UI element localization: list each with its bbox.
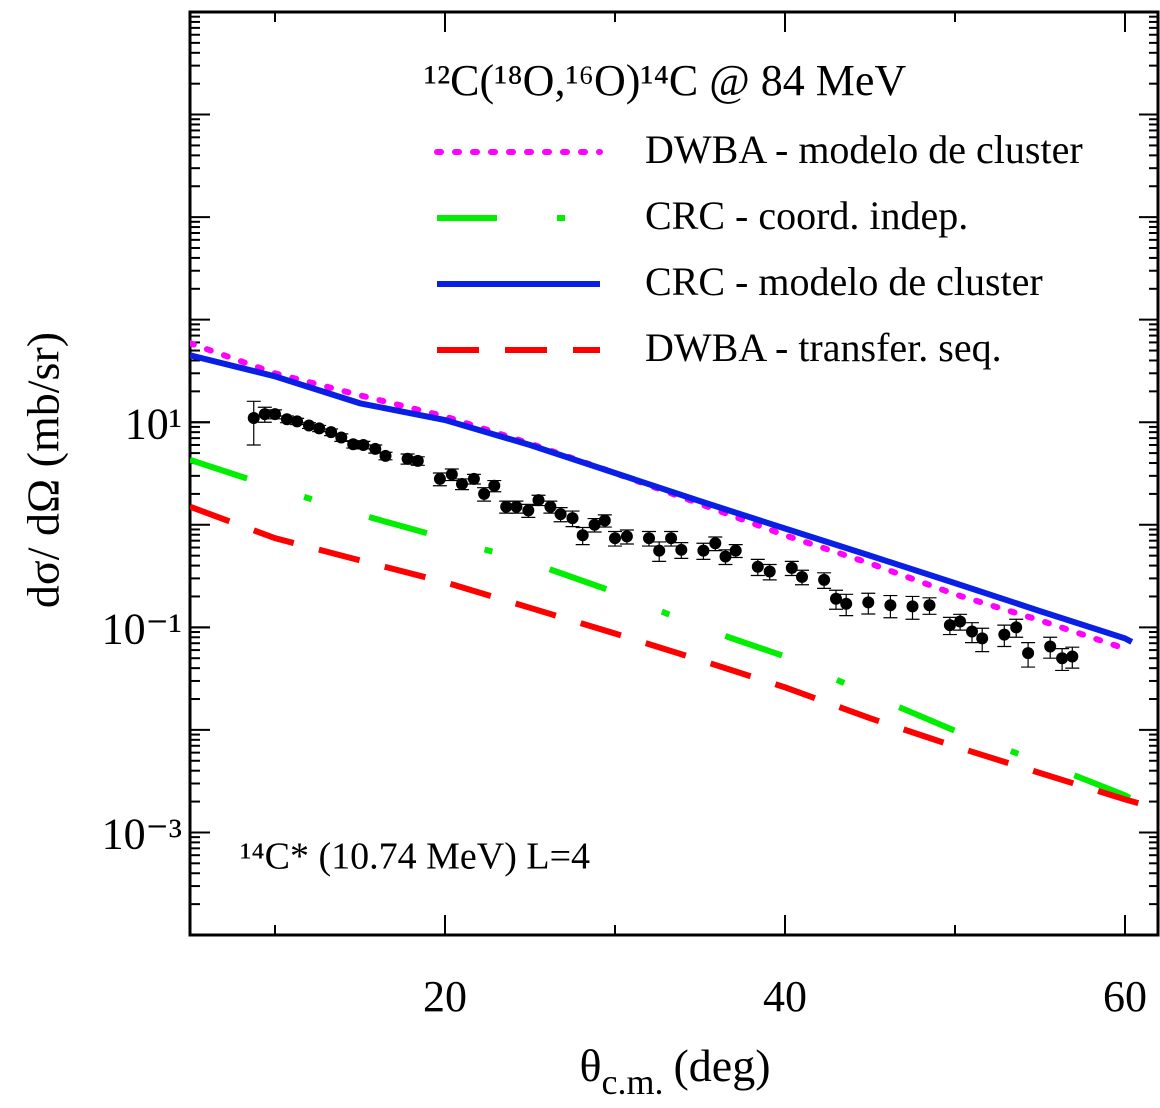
- x-tick-label: 60: [1103, 972, 1147, 1021]
- x-axis-label: θc.m. (deg): [579, 1040, 770, 1103]
- data-point: [379, 449, 392, 462]
- data-point: [620, 530, 633, 543]
- legend-label: CRC - coord. indep.: [645, 193, 968, 238]
- data-point: [643, 532, 655, 545]
- legend-label: CRC - modelo de cluster: [645, 259, 1043, 304]
- legend-label: DWBA - transfer. seq.: [645, 325, 1002, 370]
- data-point: [709, 537, 722, 550]
- data-point: [862, 596, 875, 609]
- plot-frame: [188, 10, 1160, 937]
- data-point: [906, 600, 919, 613]
- data-point: [943, 619, 956, 632]
- data-point: [532, 494, 545, 507]
- data-point: [488, 479, 501, 492]
- data-point: [445, 468, 458, 481]
- data-point: [653, 544, 666, 557]
- data-point: [456, 477, 468, 490]
- data-point: [998, 628, 1011, 641]
- data-point: [554, 508, 567, 521]
- data-point: [467, 472, 480, 485]
- data-point: [796, 570, 808, 583]
- data-point: [303, 419, 315, 432]
- data-point: [884, 599, 897, 612]
- data-point: [522, 504, 535, 517]
- data-point: [500, 500, 513, 513]
- data-point: [576, 529, 589, 542]
- data-point: [313, 422, 326, 435]
- x-tick-label: 20: [423, 972, 467, 1021]
- annotation: ¹⁴C* (10.74 MeV) L=4: [240, 836, 590, 878]
- data-point: [347, 438, 360, 451]
- data-point: [1066, 650, 1079, 663]
- plot-clip-group: [190, 340, 1160, 818]
- data-point: [675, 543, 688, 556]
- data-point: [818, 573, 831, 586]
- data-point: [566, 512, 579, 525]
- data-point: [751, 560, 764, 573]
- data-point: [369, 442, 382, 455]
- data-point: [1044, 640, 1057, 653]
- data-point: [729, 544, 742, 557]
- series-line: [190, 352, 1134, 645]
- data-point: [325, 426, 338, 439]
- data-point: [609, 532, 621, 545]
- data-point: [401, 452, 414, 465]
- legend-label: DWBA - modelo de cluster: [645, 127, 1083, 172]
- data-point: [1022, 647, 1035, 660]
- data-point: [1010, 621, 1023, 634]
- data-point: [954, 615, 967, 628]
- x-label-subscript: c.m.: [602, 1062, 664, 1102]
- data-point: [785, 561, 798, 574]
- data-point: [411, 454, 424, 467]
- data-point: [598, 514, 611, 527]
- x-label-unit: (deg): [673, 1040, 770, 1091]
- data-point: [258, 408, 271, 421]
- data-point: [357, 438, 370, 451]
- data-point: [697, 544, 710, 557]
- data-point: [1056, 652, 1069, 665]
- data-point: [665, 532, 678, 545]
- data-point: [478, 487, 491, 500]
- x-tick-label: 40: [763, 972, 807, 1021]
- data-point: [280, 413, 293, 426]
- data-point: [433, 472, 446, 485]
- data-point: [269, 408, 281, 421]
- data-point: [510, 500, 523, 513]
- chart-title: ¹²C(¹⁸O,¹⁶O)¹⁴C @ 84 MeV: [424, 56, 907, 105]
- data-point: [976, 632, 989, 645]
- data-point: [923, 599, 936, 612]
- y-tick-label: 10⁻³: [102, 810, 182, 859]
- data-point: [763, 565, 776, 578]
- data-point: [291, 415, 304, 428]
- data-point: [247, 411, 260, 424]
- y-axis-label: dσ/ dΩ (mb/sr): [18, 332, 69, 608]
- data-point: [966, 625, 978, 638]
- data-point: [335, 431, 348, 444]
- y-tick-label: 10¹: [125, 399, 182, 448]
- x-label-symbol: θ: [579, 1040, 601, 1091]
- data-point: [588, 518, 601, 531]
- data-point: [544, 500, 557, 513]
- y-tick-label: 10⁻¹: [102, 604, 182, 653]
- data-point: [840, 597, 853, 610]
- data-point: [830, 592, 842, 605]
- series-line: [190, 503, 1160, 812]
- series-line: [190, 340, 1128, 652]
- data-point: [719, 550, 732, 563]
